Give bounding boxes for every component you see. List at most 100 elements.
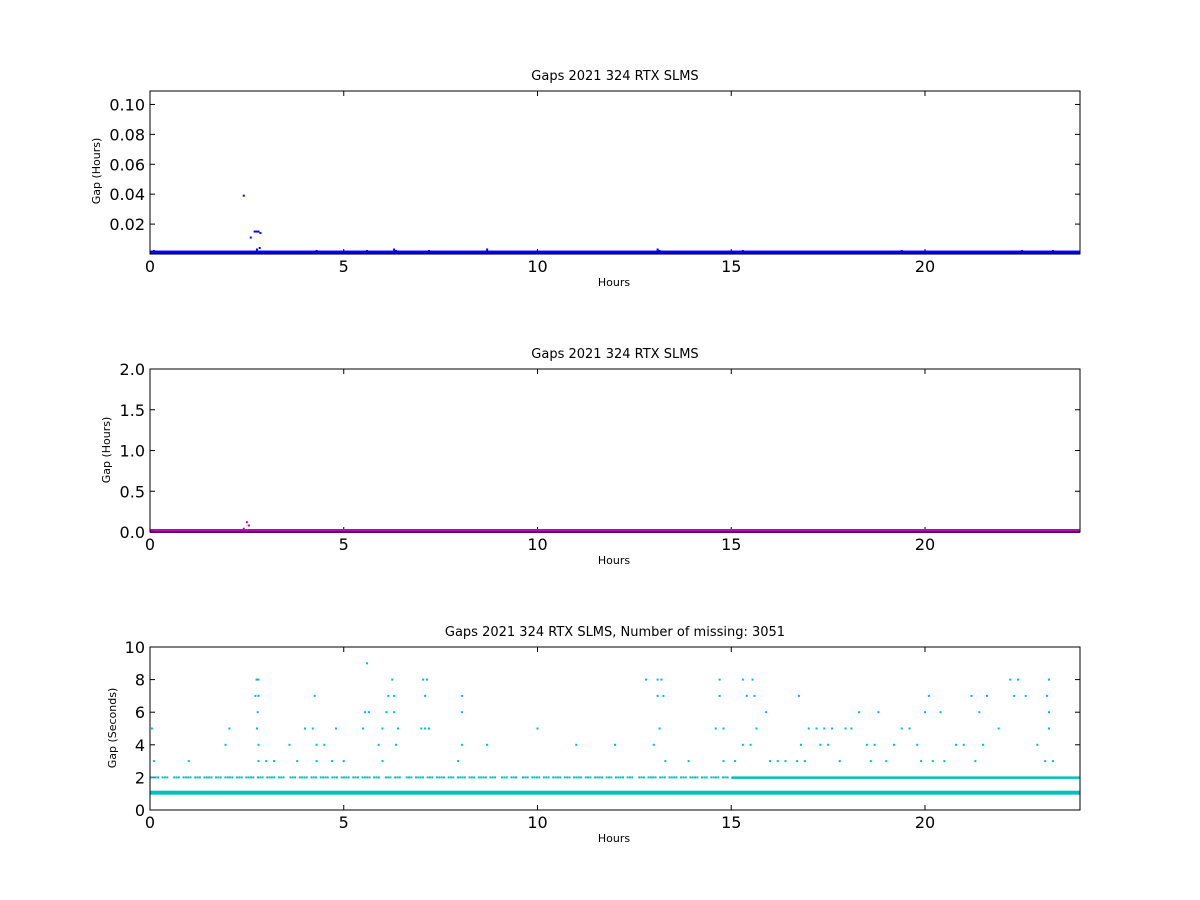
data-point xyxy=(304,727,306,730)
data-point xyxy=(310,776,313,779)
chart-panel-2: Gaps 2021 324 RTX SLMS Hours Gap (Hours)… xyxy=(100,347,1081,567)
data-point xyxy=(927,694,930,697)
data-point xyxy=(660,678,663,681)
data-point xyxy=(939,711,942,714)
x-axis-label: Hours xyxy=(598,276,630,289)
data-point xyxy=(682,776,685,779)
data-point xyxy=(215,776,218,779)
data-point xyxy=(626,776,629,779)
data-point xyxy=(154,776,157,779)
data-point xyxy=(459,776,462,779)
data-point xyxy=(533,776,536,779)
data-point xyxy=(1009,678,1012,681)
data-point xyxy=(535,776,538,779)
data-point xyxy=(229,776,232,779)
data-point xyxy=(449,776,452,779)
data-point xyxy=(755,727,758,730)
data-point xyxy=(621,776,624,779)
data-point xyxy=(703,776,706,779)
data-point xyxy=(438,776,441,779)
data-point xyxy=(219,776,222,779)
x-tick-label: 0 xyxy=(145,257,155,276)
data-point xyxy=(226,776,229,779)
data-point xyxy=(447,776,450,779)
data-point xyxy=(575,776,578,779)
data-point xyxy=(422,678,425,681)
data-point xyxy=(305,776,308,779)
plot-area: 0 5 10 15 20 0.02 0.04 0.06 0.08 0.10 xyxy=(109,91,1080,276)
data-point xyxy=(869,760,872,763)
baseline-series-line xyxy=(150,250,1080,255)
data-point xyxy=(694,776,697,779)
data-point xyxy=(242,194,245,197)
data-point xyxy=(364,711,367,714)
x-tick-label: 0 xyxy=(145,813,155,832)
data-point xyxy=(381,727,384,730)
data-point xyxy=(273,760,275,763)
data-point xyxy=(589,776,592,779)
data-point xyxy=(538,776,541,779)
data-point xyxy=(505,776,508,779)
data-point xyxy=(931,760,934,763)
data-point xyxy=(522,776,524,779)
y-tick-label: 2.0 xyxy=(120,360,145,379)
data-point xyxy=(986,694,988,697)
data-point xyxy=(722,727,725,730)
data-point xyxy=(510,776,513,779)
data-point xyxy=(865,743,868,746)
data-point xyxy=(311,727,314,730)
data-point xyxy=(182,776,185,779)
data-point xyxy=(658,250,661,253)
data-point xyxy=(315,760,318,763)
data-point xyxy=(340,776,343,779)
data-point xyxy=(654,776,657,779)
data-point xyxy=(377,776,380,779)
data-point xyxy=(1017,678,1019,681)
data-point xyxy=(252,776,255,779)
data-point xyxy=(208,776,211,779)
data-point xyxy=(187,760,190,763)
data-point xyxy=(664,760,667,763)
data-point xyxy=(345,776,348,779)
data-point xyxy=(385,711,388,714)
x-axis-label: Hours xyxy=(598,832,630,845)
data-point xyxy=(776,760,779,763)
data-point xyxy=(978,711,981,714)
data-point xyxy=(803,760,806,763)
data-point xyxy=(296,760,299,763)
data-point xyxy=(877,711,880,714)
data-point xyxy=(724,776,727,779)
data-point xyxy=(751,678,754,681)
data-point xyxy=(800,743,802,746)
data-point xyxy=(366,250,368,253)
data-point xyxy=(236,776,239,779)
data-point xyxy=(420,727,423,730)
data-point xyxy=(389,776,392,779)
data-point xyxy=(718,694,721,697)
data-point xyxy=(255,727,258,730)
data-point xyxy=(614,743,616,746)
y-tick-label: 0.5 xyxy=(120,482,145,501)
data-point xyxy=(288,743,291,746)
data-point xyxy=(566,776,569,779)
data-point xyxy=(224,776,227,779)
data-point xyxy=(273,776,276,779)
data-point xyxy=(303,776,306,779)
data-point xyxy=(1020,250,1023,253)
data-point xyxy=(656,678,659,681)
data-point xyxy=(161,776,164,779)
data-point xyxy=(608,776,611,779)
data-point xyxy=(152,776,155,779)
data-point xyxy=(395,250,398,253)
chart-title: Gaps 2021 324 RTX SLMS, Number of missin… xyxy=(445,625,785,640)
data-point xyxy=(323,743,326,746)
data-point xyxy=(440,776,443,779)
data-point xyxy=(280,776,283,779)
data-point xyxy=(710,776,713,779)
data-point xyxy=(277,776,280,779)
data-point xyxy=(189,776,192,779)
data-point xyxy=(482,776,485,779)
data-point xyxy=(908,727,911,730)
y-tick-label: 0.04 xyxy=(109,185,145,204)
